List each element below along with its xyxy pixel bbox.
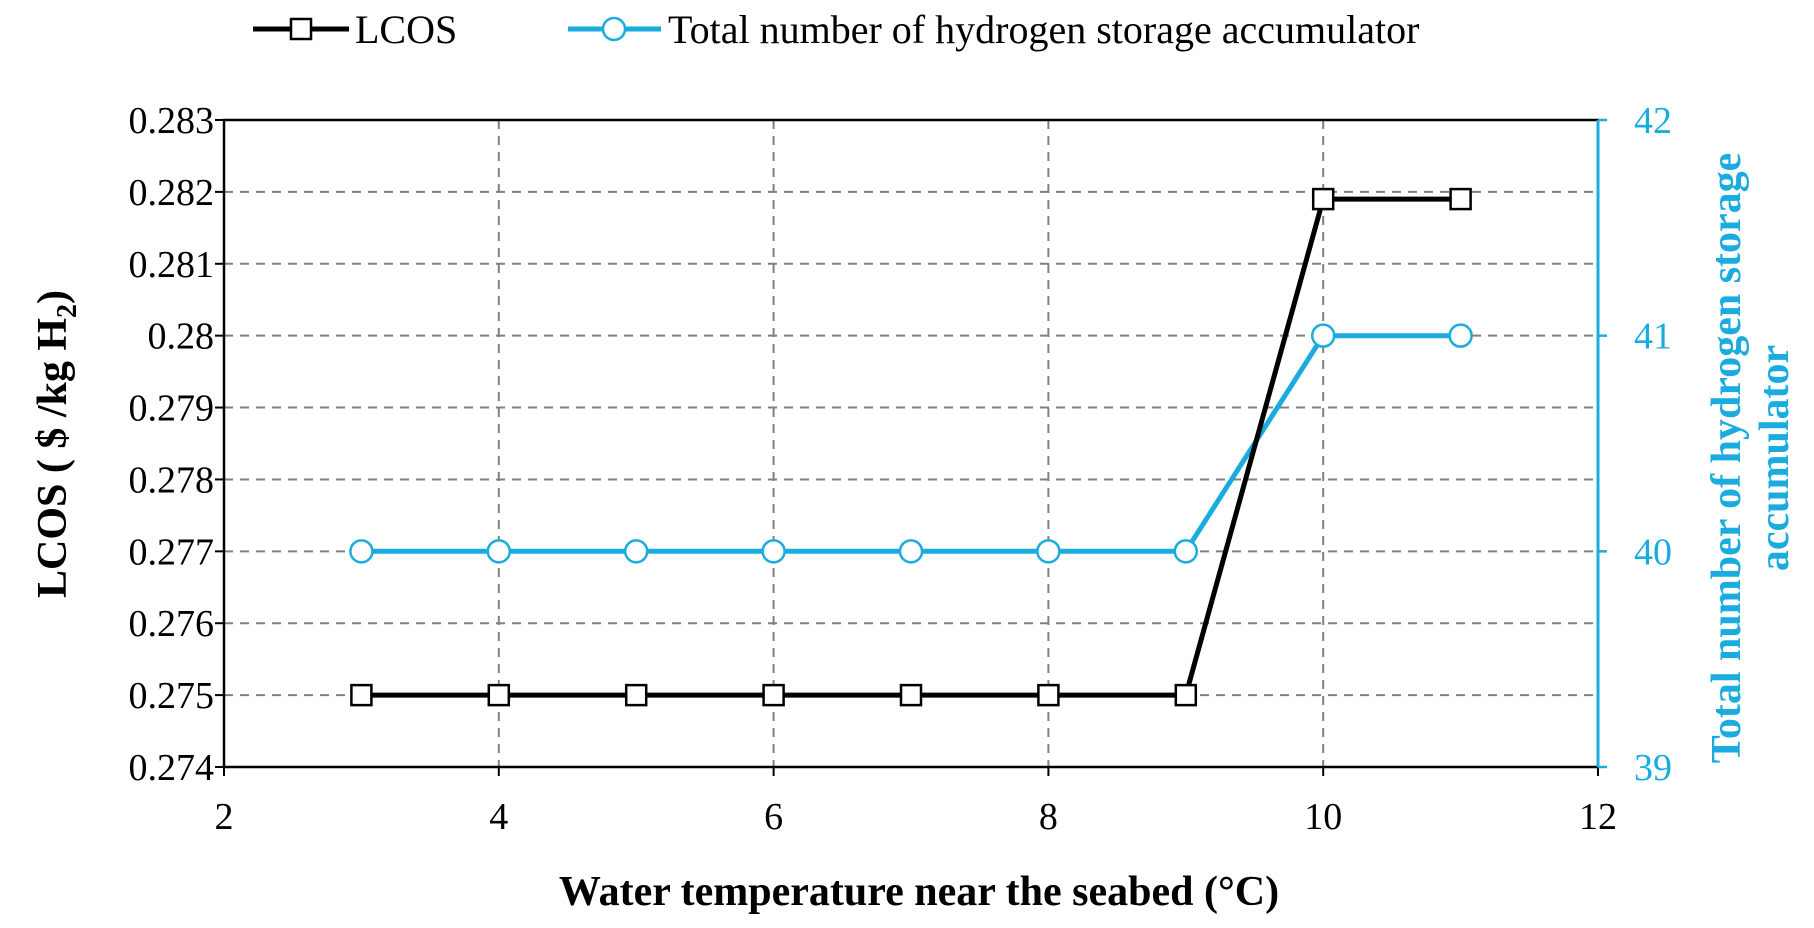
y-left-tick-label: 0.279	[129, 388, 215, 430]
grid	[224, 120, 1598, 767]
y-right-axis-title: Total number of hydrogen storageaccumula…	[1704, 153, 1798, 764]
y-right-axis-title-line-1: Total number of hydrogen storage	[1704, 153, 1750, 764]
x-tick-label: 8	[1039, 796, 1058, 838]
y-right-tick-label: 42	[1634, 100, 1672, 142]
series	[349, 187, 1473, 707]
data-point-hydrogen	[898, 539, 924, 564]
x-tick-label: 10	[1304, 796, 1342, 838]
x-tick-label: 6	[764, 796, 783, 838]
x-axis-title: Water temperature near the seabed (°C)	[559, 869, 1279, 915]
legend: LCOS Total number of hydrogen storage ac…	[253, 7, 1419, 52]
y-left-tick-label: 0.278	[129, 459, 215, 501]
series-line-lcos	[361, 196, 1461, 698]
y-left-tick-labels: 0.274 0.275 0.276 0.277 0.278 0.279 0.28 0.281 0…	[129, 100, 215, 789]
y-left-tick-label: 0.276	[129, 603, 215, 645]
y-right-tick-label: 41	[1634, 316, 1672, 358]
data-point-lcos	[1311, 187, 1335, 211]
y-left-tick-label: 0.277	[129, 531, 215, 573]
data-point-lcos	[624, 683, 648, 707]
y-left-axis-title: LCOS ( $ /kg H2)	[30, 290, 83, 598]
data-point-lcos	[350, 683, 373, 707]
data-point-hydrogen	[486, 539, 512, 564]
data-point-hydrogen	[1173, 539, 1199, 564]
y-left-axis-title-main: LCOS ( $ /kg H	[30, 318, 76, 598]
data-point-lcos	[762, 683, 785, 707]
y-left-tick-label: 0.282	[129, 172, 215, 214]
y-right-tick-label: 39	[1634, 747, 1672, 789]
legend-lcos-label: LCOS	[355, 7, 457, 52]
y-left-tick-label: 0.275	[129, 675, 215, 717]
y-left-axis-title-close: )	[30, 290, 76, 304]
data-point-lcos	[899, 683, 923, 707]
x-tick-label: 12	[1579, 796, 1617, 838]
data-point-hydrogen	[623, 539, 649, 564]
data-point-hydrogen	[761, 539, 786, 564]
series-line-hydrogen	[361, 333, 1461, 554]
y-left-tick-label: 0.274	[129, 747, 215, 789]
data-point-hydrogen	[1036, 539, 1061, 564]
data-point-hydrogen	[1448, 323, 1473, 348]
tick-marks	[215, 118, 1607, 776]
data-point-hydrogen	[349, 539, 374, 564]
y-right-tick-label: 40	[1634, 531, 1672, 573]
legend-hydrogen-circle-marker	[601, 16, 627, 42]
y-left-tick-label: 0.283	[129, 100, 215, 142]
y-right-tick-labels: 39 40 41 42	[1634, 100, 1672, 789]
x-tick-label: 2	[215, 796, 234, 838]
legend-hydrogen-label: Total number of hydrogen storage accumul…	[668, 7, 1419, 52]
data-point-lcos	[487, 683, 511, 707]
y-left-axis-title-subscript: 2	[52, 304, 83, 318]
data-point-lcos	[1037, 683, 1060, 707]
x-tick-label: 4	[489, 796, 508, 838]
data-point-lcos	[1174, 683, 1198, 707]
plot-area-frame	[222, 118, 1600, 769]
y-left-tick-label: 0.281	[129, 244, 215, 286]
legend-lcos-square-marker	[289, 17, 313, 41]
y-right-axis-title-line-2: accumulator	[1752, 345, 1798, 571]
y-left-tick-label: 0.28	[148, 316, 215, 358]
x-tick-labels: 2 4 6 8 10 12	[215, 796, 1618, 838]
data-point-hydrogen	[1310, 323, 1336, 348]
data-point-lcos	[1449, 187, 1472, 211]
